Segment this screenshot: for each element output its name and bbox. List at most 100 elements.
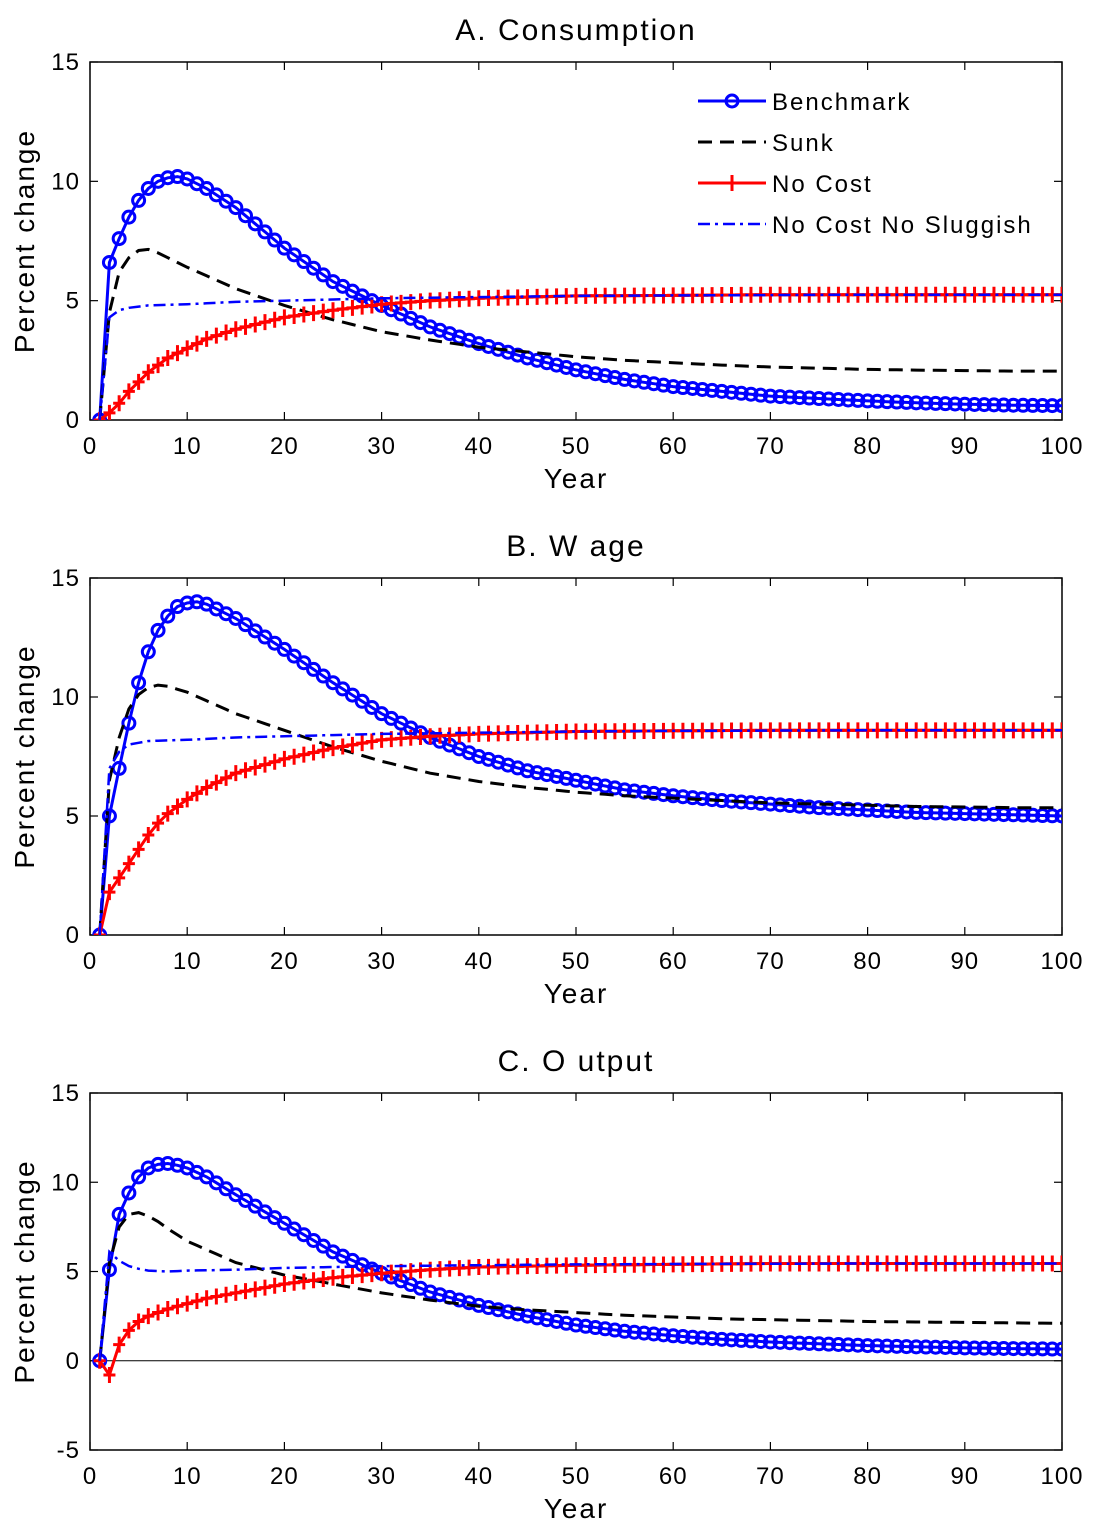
data-point-benchmark (121, 209, 137, 225)
data-point-benchmark (772, 797, 788, 813)
legend-label: No Cost No Sluggish (772, 212, 1033, 239)
data-point-no-cost (258, 314, 271, 331)
data-point-no-cost (142, 364, 155, 381)
data-point-benchmark (830, 801, 846, 817)
x-tick-label: 30 (367, 433, 396, 460)
x-tick-label: 90 (950, 1463, 979, 1490)
data-point-benchmark (276, 240, 292, 256)
x-tick-label: 70 (756, 1463, 785, 1490)
data-point-benchmark (597, 368, 613, 384)
data-point-benchmark (296, 655, 312, 671)
data-point-no-cost (171, 1298, 184, 1315)
chart-title: A. Consumption (455, 14, 696, 47)
data-point-no-cost (356, 735, 369, 752)
data-point-benchmark (306, 260, 322, 276)
data-point-no-cost (346, 736, 359, 753)
data-point-benchmark (529, 1310, 545, 1326)
data-point-benchmark (111, 1206, 127, 1222)
series-line-no-cost-no-sluggish (98, 1249, 1062, 1361)
data-point-benchmark (228, 200, 244, 216)
data-point-benchmark (996, 1340, 1012, 1356)
x-tick-label: 80 (853, 948, 882, 975)
data-point-no-cost (229, 321, 242, 338)
data-point-no-cost (113, 395, 126, 412)
data-point-benchmark (869, 393, 885, 409)
data-point-benchmark (646, 785, 662, 801)
data-point-no-cost (161, 349, 174, 366)
x-tick-label: 90 (950, 948, 979, 975)
data-point-benchmark (179, 595, 195, 611)
data-point-benchmark (947, 1340, 963, 1356)
data-point-no-cost (220, 769, 233, 786)
x-tick-label: 10 (173, 1463, 202, 1490)
data-point-benchmark (908, 395, 924, 411)
data-point-benchmark (694, 381, 710, 397)
data-point-benchmark (1035, 397, 1051, 413)
data-point-no-cost (307, 744, 320, 761)
data-point-no-cost (200, 1290, 213, 1307)
y-tick-label: 0 (66, 407, 80, 434)
data-point-benchmark (879, 1338, 895, 1354)
data-point-benchmark (850, 802, 866, 818)
data-point-benchmark (140, 180, 156, 196)
data-point-benchmark (694, 1330, 710, 1346)
data-point-benchmark (1005, 1341, 1021, 1357)
data-point-benchmark (801, 390, 817, 406)
data-point-no-cost (122, 383, 135, 400)
data-point-no-cost (297, 746, 310, 763)
data-point-benchmark (704, 382, 720, 398)
y-tick-label: 15 (51, 1080, 80, 1107)
y-tick-label: 15 (51, 565, 80, 592)
data-point-benchmark (792, 390, 808, 406)
data-point-no-cost (103, 404, 116, 420)
data-point-benchmark (121, 715, 137, 731)
data-point-no-cost (239, 762, 252, 779)
data-point-no-cost (142, 1308, 155, 1325)
data-point-benchmark (898, 1339, 914, 1355)
y-axis-label: Percent change (9, 129, 40, 353)
data-point-benchmark (549, 1313, 565, 1329)
data-point-no-cost (190, 1292, 203, 1309)
data-point-benchmark (646, 1326, 662, 1342)
data-point-benchmark (150, 622, 166, 638)
data-point-benchmark (549, 357, 565, 373)
data-point-no-cost (317, 742, 330, 759)
data-point-no-cost (190, 785, 203, 802)
y-tick-label: 10 (51, 684, 80, 711)
data-point-benchmark (782, 389, 798, 405)
data-point-benchmark (578, 1318, 594, 1334)
data-point-no-cost (268, 311, 281, 328)
data-point-benchmark (306, 661, 322, 677)
data-point-no-cost (152, 1304, 165, 1321)
x-tick-label: 20 (270, 948, 299, 975)
data-point-benchmark (811, 391, 827, 407)
x-tick-label: 100 (1040, 1463, 1083, 1490)
data-point-benchmark (762, 388, 778, 404)
data-point-no-cost (181, 340, 194, 357)
data-point-benchmark (928, 395, 944, 411)
x-tick-label: 40 (464, 948, 493, 975)
data-point-benchmark (704, 1331, 720, 1347)
data-point-no-cost (220, 1286, 233, 1303)
data-point-benchmark (840, 1337, 856, 1353)
legend-label: Benchmark (772, 89, 911, 116)
data-point-benchmark (286, 247, 302, 263)
data-point-no-cost (288, 748, 301, 765)
data-point-benchmark (539, 1312, 555, 1328)
series-line-no-cost (98, 728, 1062, 935)
data-point-benchmark (685, 1329, 701, 1345)
data-point-benchmark (947, 396, 963, 412)
data-point-benchmark (131, 1169, 147, 1185)
data-point-no-cost (268, 753, 281, 770)
chart-panel-2: B. W age 0 10 20 30 40 50 60 70 80 90 100 0 5 10 15 Year… (9, 530, 1083, 1009)
legend: Benchmark Sunk No Cost No Cost No Sluggish (698, 89, 1033, 239)
data-point-benchmark (685, 790, 701, 806)
y-tick-label: 5 (66, 288, 80, 315)
data-point-benchmark (238, 208, 254, 224)
y-tick-label: 10 (51, 1169, 80, 1196)
data-point-benchmark (889, 394, 905, 410)
data-point-benchmark (1015, 1341, 1031, 1357)
x-axis-label: Year (544, 463, 609, 494)
data-point-benchmark (1054, 808, 1062, 824)
data-point-benchmark (743, 1333, 759, 1349)
